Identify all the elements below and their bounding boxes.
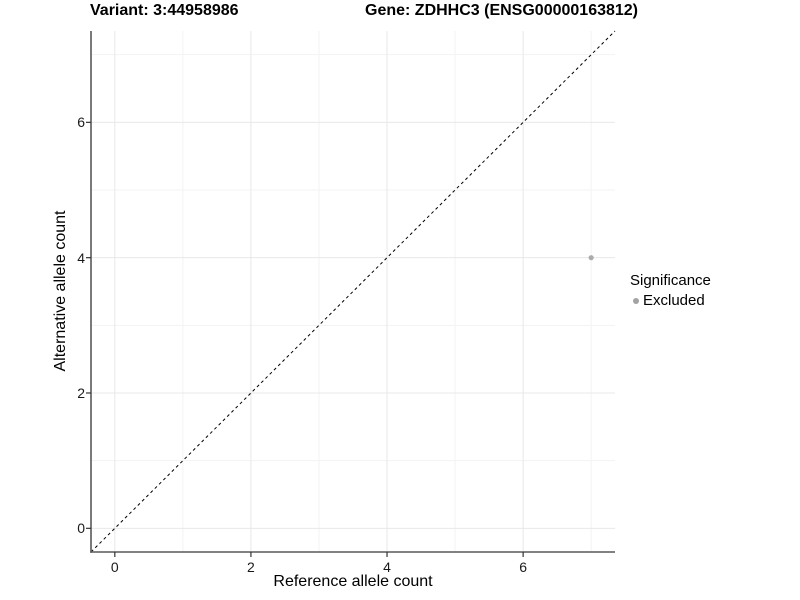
y-tick-label: 2 <box>77 384 85 401</box>
y-tick-label: 4 <box>77 249 85 266</box>
x-tick-label: 0 <box>110 559 119 575</box>
y-tick-label: 0 <box>77 520 85 537</box>
y-tick-label: 6 <box>77 114 85 131</box>
y-axis-title: Alternative allele count <box>52 210 69 372</box>
x-tick-label: 6 <box>519 559 528 575</box>
legend-item-excluded: Excluded <box>633 292 711 309</box>
identity-reference-line <box>90 30 616 553</box>
x-tick-label: 4 <box>383 559 391 575</box>
legend-title: Significance <box>630 272 711 289</box>
legend: Significance Excluded <box>630 272 711 309</box>
x-axis-title: Reference allele count <box>273 573 433 590</box>
plot-title-variant: Variant: 3:44958986 <box>90 2 239 19</box>
x-tick-label: 2 <box>247 559 255 575</box>
plot-title-gene: Gene: ZDHHC3 (ENSG00000163812) <box>365 2 639 19</box>
data-point <box>588 255 594 261</box>
legend-point-icon <box>633 297 639 304</box>
legend-item-label: Excluded <box>643 292 705 309</box>
